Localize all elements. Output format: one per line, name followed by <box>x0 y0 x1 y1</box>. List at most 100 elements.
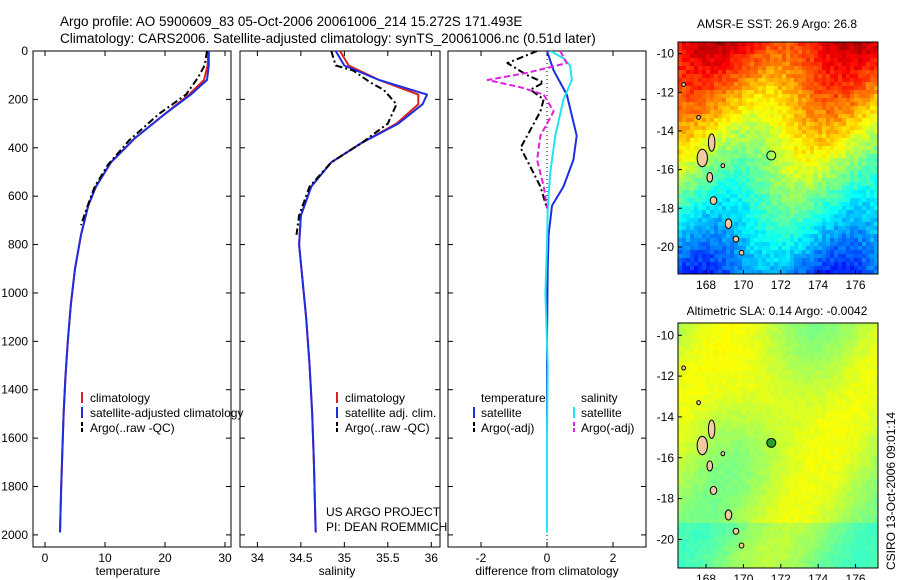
map-cell <box>710 471 715 476</box>
map-cell <box>838 58 843 63</box>
map-cell <box>810 355 815 360</box>
map-cell <box>758 130 763 135</box>
map-cell <box>806 182 811 187</box>
map-cell <box>830 90 835 95</box>
map-cell <box>686 42 691 47</box>
map-cell <box>866 218 871 223</box>
map-cell <box>846 54 851 59</box>
map-cell <box>846 186 851 191</box>
map-cell <box>770 455 775 460</box>
map-cell <box>858 166 863 171</box>
map-cell <box>834 82 839 87</box>
map-cell <box>786 206 791 211</box>
map-cell <box>734 66 739 71</box>
map-cell <box>726 58 731 63</box>
map-cell <box>814 154 819 159</box>
map-cell <box>790 186 795 191</box>
map-cell <box>770 78 775 83</box>
map-cell <box>718 98 723 103</box>
map-cell <box>850 110 855 115</box>
map-cell <box>874 391 878 396</box>
map-cell <box>710 367 715 372</box>
map-cell <box>810 411 815 416</box>
argo-float-marker <box>766 150 777 161</box>
map-cell <box>710 451 715 456</box>
map-cell <box>714 395 719 400</box>
map-cell <box>794 42 799 47</box>
map-cell <box>746 86 751 91</box>
map-cell <box>822 359 827 364</box>
map-cell <box>806 130 811 135</box>
map-cell <box>806 222 811 227</box>
map-cell <box>682 134 687 139</box>
map-cell <box>738 154 743 159</box>
map-cell <box>726 463 731 468</box>
map-cell <box>830 190 835 195</box>
map-cell <box>858 202 863 207</box>
map-cell <box>822 126 827 131</box>
map-cell <box>686 114 691 119</box>
map-cell <box>866 78 871 83</box>
map-cell <box>822 347 827 352</box>
map-cell <box>734 54 739 59</box>
map-cell <box>766 86 771 91</box>
map-cell <box>706 270 711 274</box>
map-cell <box>730 463 735 468</box>
map-cell <box>814 395 819 400</box>
map-cell <box>854 158 859 163</box>
map-cell <box>750 98 755 103</box>
map-cell <box>834 94 839 99</box>
map-cell <box>778 230 783 235</box>
map-cell <box>782 222 787 227</box>
map-cell <box>770 126 775 131</box>
map-cell <box>830 42 835 47</box>
y-tick-label: 1800 <box>1 480 28 494</box>
map-cell <box>738 463 743 468</box>
map-cell <box>842 58 847 63</box>
map-cell <box>862 407 867 412</box>
map-cell <box>690 447 695 452</box>
map-cell <box>850 238 855 243</box>
map-cell <box>830 435 835 440</box>
map-cell <box>854 371 859 376</box>
map-cell <box>838 266 843 271</box>
island-outline <box>720 163 726 169</box>
map-cell <box>862 391 867 396</box>
map-cell <box>798 94 803 99</box>
map-cell <box>782 363 787 368</box>
map-cell <box>686 98 691 103</box>
map-cell <box>782 439 787 444</box>
map-cell <box>842 54 847 59</box>
map-cell <box>758 42 763 47</box>
map-cell <box>858 391 863 396</box>
map-cell <box>734 331 739 336</box>
map-cell <box>730 118 735 123</box>
map-cell <box>750 106 755 111</box>
map-cell <box>694 411 699 416</box>
map-cell <box>802 230 807 235</box>
map-cell <box>846 427 851 432</box>
map-cell <box>874 190 878 195</box>
map-cell <box>778 431 783 436</box>
map-cell <box>754 411 759 416</box>
map-cell <box>826 46 831 51</box>
map-cell <box>682 379 687 384</box>
map-cell <box>790 194 795 199</box>
map-cell <box>850 46 855 51</box>
map-cell <box>766 262 771 267</box>
map-cell <box>786 134 791 139</box>
map-cell <box>874 214 878 219</box>
map-cell <box>698 90 703 95</box>
map-cell <box>838 351 843 356</box>
map-cell <box>722 435 727 440</box>
map-cell <box>694 46 699 51</box>
map-cell <box>830 82 835 87</box>
map-cell <box>746 142 751 147</box>
map-cell <box>830 194 835 199</box>
map-cell <box>742 407 747 412</box>
map-cell <box>742 98 747 103</box>
map-cell <box>818 70 823 75</box>
map-cell <box>750 94 755 99</box>
map-cell <box>678 238 683 243</box>
map-cell <box>826 86 831 91</box>
